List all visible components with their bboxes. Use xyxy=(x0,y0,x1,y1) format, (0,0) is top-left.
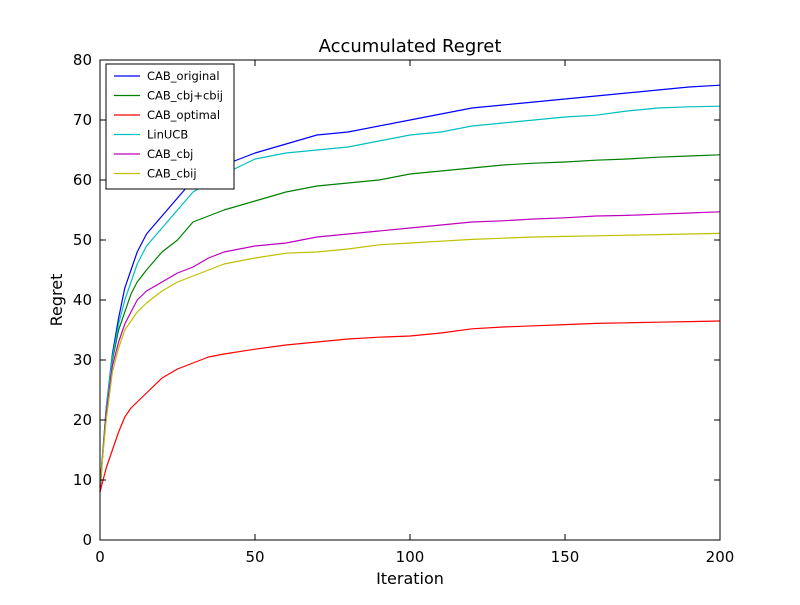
legend-label: CAB_cbj+cbij xyxy=(147,89,223,103)
legend: CAB_original CAB_cbj+cbij CAB_optimal LinUC… xyxy=(105,63,235,190)
y-tick-label: 0 xyxy=(82,531,92,549)
series-line-cab-cbij xyxy=(99,232,721,487)
legend-label: CAB_cbj xyxy=(147,147,193,161)
series-line-cab-optimal xyxy=(99,320,721,493)
x-axis-label: Iteration xyxy=(376,569,444,588)
series-line-cab-cbj xyxy=(99,211,721,487)
series-line-cab-original xyxy=(99,84,721,493)
x-tick-label: 50 xyxy=(245,548,264,566)
y-tick-label: 60 xyxy=(73,171,92,189)
y-tick-label: 30 xyxy=(73,351,92,369)
axes: 0 50 100 150 200 0 10 20 30 40 50 60 70 80 xyxy=(73,51,734,566)
x-tick-label: 0 xyxy=(95,548,105,566)
legend-label: CAB_optimal xyxy=(147,108,220,122)
y-tick-label: 20 xyxy=(73,411,92,429)
legend-label: CAB_original xyxy=(147,69,220,83)
y-tick-label: 40 xyxy=(73,291,92,309)
x-tick-label: 100 xyxy=(396,548,425,566)
y-axis-label: Regret xyxy=(47,274,66,327)
x-tick-label: 150 xyxy=(551,548,580,566)
y-tick-label: 50 xyxy=(73,231,92,249)
legend-label: CAB_cbij xyxy=(147,167,197,181)
x-tick-label: 200 xyxy=(706,548,735,566)
y-tick-label: 80 xyxy=(73,51,92,69)
series-line-cab-cbj-cbij xyxy=(99,154,721,487)
y-tick-label: 10 xyxy=(73,471,92,489)
series-line-linucb xyxy=(99,105,721,487)
y-tick-label: 70 xyxy=(73,111,92,129)
chart-title: Accumulated Regret xyxy=(319,36,502,57)
plot-area xyxy=(99,84,721,493)
legend-label: LinUCB xyxy=(147,128,188,142)
legend-box xyxy=(105,63,235,190)
